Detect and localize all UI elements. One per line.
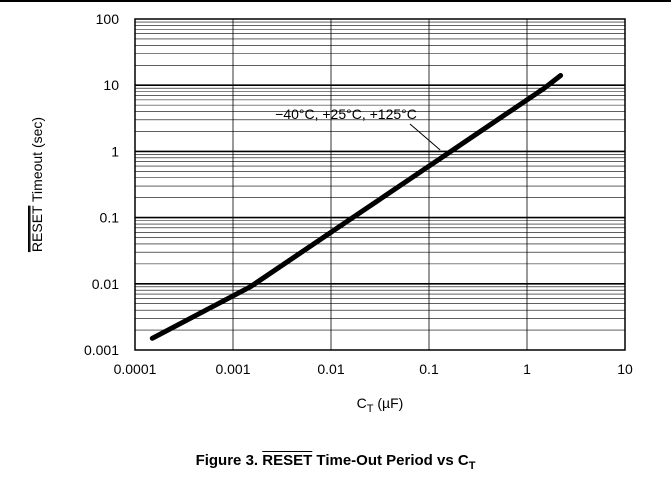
grid-major xyxy=(135,19,625,350)
y-tick-label: 0.001 xyxy=(84,342,119,358)
caption-overlined: RESET xyxy=(262,452,313,469)
y-tick-label: 10 xyxy=(103,77,119,93)
y-axis-label: RESET Timeout (sec) xyxy=(29,117,45,253)
y-tick-label: 0.01 xyxy=(92,276,119,292)
y-tick-label: 1 xyxy=(111,143,119,159)
series-line xyxy=(149,73,564,341)
figure-caption: Figure 3. RESET Time-Out Period vs CT xyxy=(0,452,671,472)
caption-subscript: T xyxy=(468,460,476,472)
annotation-label: −40°C, +25°C, +125°C xyxy=(275,106,417,122)
x-axis-label: CT (µF) xyxy=(357,395,404,415)
y-tick-labels: 100 10 1 0.1 0.01 0.001 xyxy=(84,11,119,358)
x-tick-label: 0.01 xyxy=(317,361,344,377)
grid-minor xyxy=(135,21,625,331)
y-tick-label: 0.1 xyxy=(100,210,120,226)
y-label-rest: Timeout (sec) xyxy=(29,117,45,206)
x-tick-label: 0.0001 xyxy=(114,361,157,377)
top-rule xyxy=(0,0,671,2)
y-label-overlined: RESET xyxy=(29,205,45,252)
chart: 0.0001 0.001 0.01 0.1 1 10 100 10 1 0.1 0.01 0.001… xyxy=(29,11,633,415)
y-tick-label: 100 xyxy=(96,11,120,27)
x-tick-label: 0.1 xyxy=(419,361,439,377)
x-tick-label: 0.001 xyxy=(215,361,250,377)
x-label-unit: (µF) xyxy=(374,395,404,411)
x-tick-label: 1 xyxy=(523,361,531,377)
series-layer xyxy=(149,73,564,341)
x-tick-labels: 0.0001 0.001 0.01 0.1 1 10 xyxy=(114,361,633,377)
x-tick-label: 10 xyxy=(617,361,633,377)
caption-middle: Time-Out Period vs C xyxy=(312,452,469,469)
svg-text:RESET Timeout (sec): RESET Timeout (sec) xyxy=(29,117,45,252)
x-label-base: C xyxy=(357,395,367,411)
plot-frame xyxy=(134,18,626,351)
annotation-leader xyxy=(409,123,441,151)
x-label-subscript: T xyxy=(367,403,374,415)
caption-prefix: Figure 3. xyxy=(195,452,263,469)
annotation-layer: −40°C, +25°C, +125°C xyxy=(275,106,441,151)
